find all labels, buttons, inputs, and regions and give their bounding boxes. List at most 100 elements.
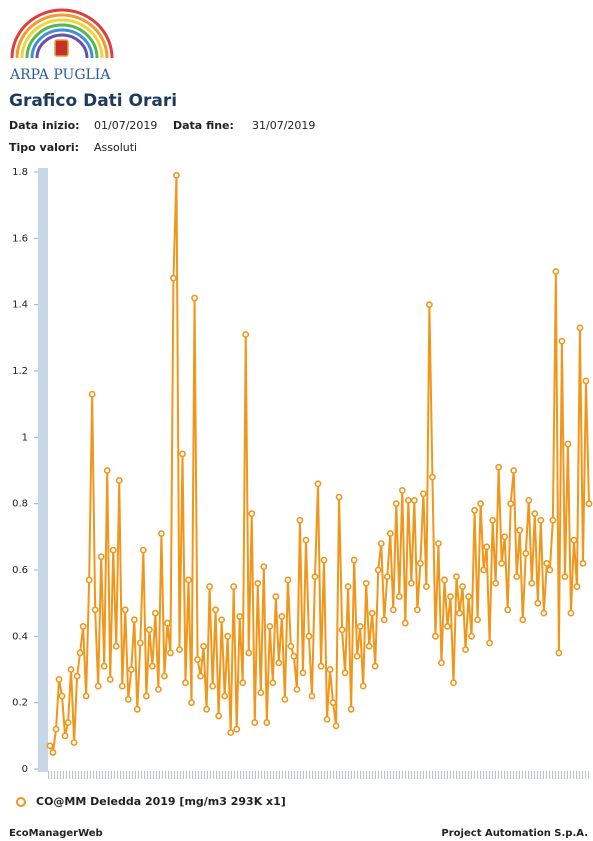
- data-point: [133, 705, 141, 713]
- data-point: [528, 579, 536, 587]
- logo-text: ARPA PUGLIA: [9, 67, 111, 83]
- footer-right: Project Automation S.p.A.: [441, 828, 588, 839]
- data-point: [182, 679, 189, 687]
- data-point: [552, 268, 560, 275]
- data-point: [398, 486, 406, 494]
- legend-marker: [16, 797, 26, 807]
- data-point: [413, 606, 421, 614]
- data-point: [64, 719, 72, 726]
- data-point: [410, 496, 418, 504]
- data-point: [290, 652, 298, 660]
- data-point: [438, 659, 445, 667]
- data-point: [203, 705, 210, 713]
- data-point: [447, 593, 454, 600]
- data-point: [335, 493, 343, 501]
- data-point: [112, 642, 120, 650]
- data-point: [236, 613, 244, 620]
- data-point: [275, 659, 283, 667]
- data-point: [293, 686, 301, 693]
- data-point: [79, 622, 87, 630]
- data-point: [374, 566, 382, 574]
- data-point: [353, 652, 361, 660]
- data-point: [435, 540, 442, 547]
- data-point: [465, 593, 472, 600]
- data-point: [314, 480, 322, 488]
- data-point: [585, 500, 593, 508]
- data-point: [115, 477, 123, 484]
- data-point: [483, 543, 491, 551]
- data-point: [130, 616, 138, 624]
- data-point: [46, 742, 54, 750]
- data-point: [347, 705, 355, 713]
- y-tick-label: 1.2: [12, 366, 28, 377]
- data-point: [155, 686, 162, 693]
- plot: 0 0.2 0.4 0.6 0.8 1 1.2 1.4 1.6 1.8: [12, 167, 593, 775]
- data-point: [546, 566, 554, 574]
- y-tick-label: 0: [22, 764, 28, 775]
- data-point: [88, 390, 96, 398]
- data-point: [284, 576, 292, 584]
- y-tick-label: 0.8: [12, 499, 28, 510]
- type-value: Assoluti: [94, 141, 137, 154]
- data-point: [474, 616, 481, 624]
- start-label: Data inizio:: [9, 119, 80, 132]
- data-point: [179, 450, 186, 458]
- data-point: [49, 749, 57, 756]
- data-point: [212, 606, 220, 614]
- data-point: [218, 616, 226, 624]
- data-point: [501, 533, 509, 541]
- data-point: [450, 679, 457, 687]
- data-point: [185, 576, 192, 584]
- data-point: [311, 573, 319, 581]
- data-point: [188, 699, 195, 707]
- data-point: [299, 669, 307, 677]
- data-point: [573, 583, 581, 590]
- y-tick-label: 0.6: [12, 565, 28, 576]
- data-point: [97, 553, 105, 561]
- data-point: [206, 583, 213, 590]
- data-point: [492, 579, 500, 587]
- data-point: [371, 662, 379, 670]
- data-point: [224, 632, 232, 640]
- data-point: [221, 692, 229, 700]
- data-point: [287, 642, 295, 650]
- data-point: [191, 294, 198, 302]
- data-point: [254, 579, 262, 587]
- y-tick-label: 0.4: [12, 631, 28, 642]
- data-point: [537, 516, 545, 524]
- data-point: [377, 540, 385, 547]
- y-axis-band: [38, 168, 48, 772]
- logo: ARPA PUGLIA: [9, 8, 114, 83]
- data-point: [549, 516, 557, 524]
- data-point: [543, 559, 551, 567]
- data-point: [362, 579, 370, 587]
- data-point: [341, 669, 349, 677]
- data-point: [320, 556, 328, 564]
- data-point: [525, 496, 533, 504]
- data-point: [389, 606, 397, 614]
- data-point: [441, 576, 448, 584]
- data-point: [404, 496, 412, 504]
- data-point: [103, 467, 111, 474]
- data-point: [239, 679, 247, 687]
- data-point: [401, 619, 409, 627]
- data-point: [531, 510, 539, 518]
- data-point: [344, 583, 352, 590]
- data-point: [419, 490, 427, 498]
- data-point: [579, 559, 587, 567]
- data-point: [444, 622, 451, 630]
- data-point: [200, 642, 207, 650]
- data-point: [495, 463, 503, 471]
- data-point: [380, 616, 388, 624]
- data-point: [251, 719, 259, 726]
- data-point: [368, 609, 376, 617]
- data-point: [477, 500, 484, 508]
- data-point: [52, 725, 60, 733]
- data-point: [257, 689, 265, 697]
- page-title: Grafico Dati Orari: [9, 91, 177, 111]
- data-point: [489, 516, 497, 524]
- data-point: [100, 662, 108, 670]
- data-point: [215, 712, 223, 720]
- data-point: [582, 377, 590, 385]
